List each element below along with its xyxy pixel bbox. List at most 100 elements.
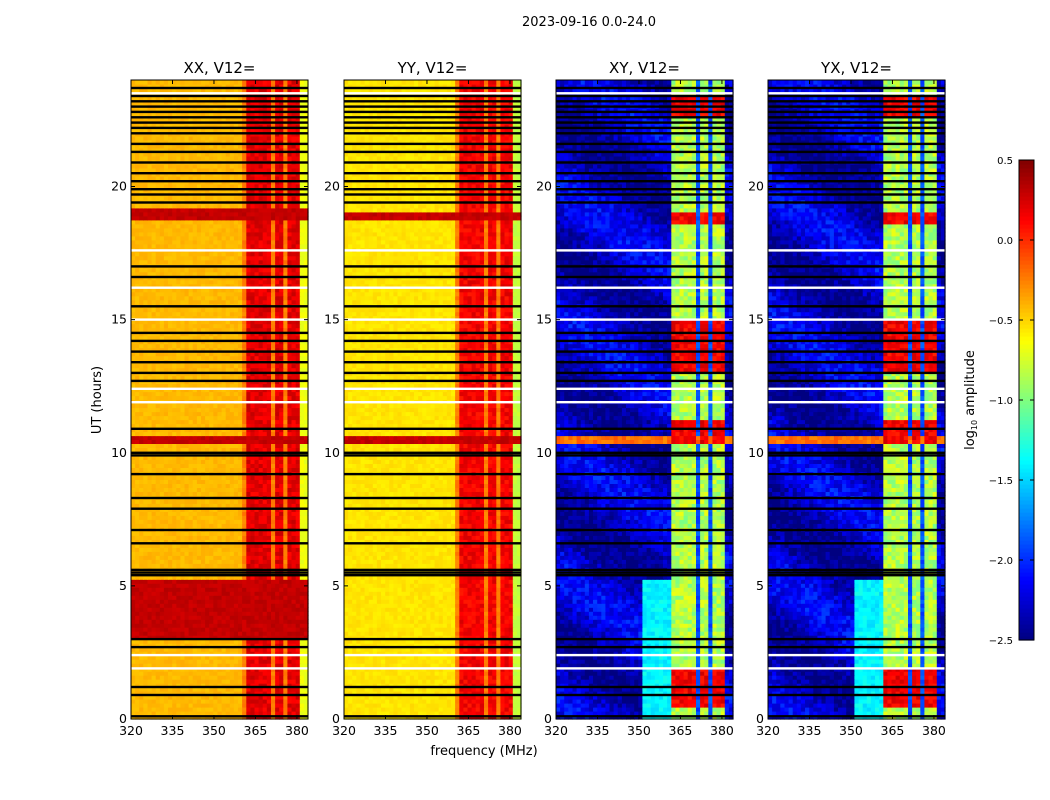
heatmap-cell	[275, 419, 280, 425]
heatmap-cell	[155, 419, 161, 425]
heatmap-cell	[242, 343, 247, 349]
heatmap-cell	[163, 643, 169, 648]
heatmap-cell	[303, 595, 309, 600]
heatmap-cell	[271, 611, 276, 616]
heatmap-cell	[275, 671, 280, 676]
heatmap-cell	[291, 499, 297, 504]
heatmap-cell	[287, 479, 293, 484]
heatmap-cell	[176, 551, 181, 556]
heatmap-cell	[287, 691, 293, 696]
heatmap-cell	[221, 295, 227, 301]
heatmap-cell	[151, 643, 157, 648]
heatmap-cell	[168, 271, 173, 277]
heatmap-cell	[250, 559, 256, 564]
heatmap-cell	[233, 419, 239, 425]
heatmap-cell	[205, 255, 210, 261]
heatmap-cell	[233, 335, 239, 341]
heatmap-cell	[172, 435, 177, 440]
heatmap-cell	[176, 671, 181, 676]
heatmap-cell	[131, 367, 136, 373]
heatmap-cell	[266, 511, 272, 516]
heatmap-cell	[242, 511, 247, 516]
heatmap-cell	[262, 647, 268, 652]
heatmap-cell	[242, 363, 247, 369]
heatmap-cell	[139, 583, 144, 588]
heatmap-cell	[159, 583, 165, 588]
heatmap-cell	[242, 335, 247, 341]
heatmap-cell	[196, 579, 202, 584]
heatmap-cell	[299, 631, 305, 636]
heatmap-cell	[250, 707, 256, 712]
heatmap-cell	[159, 295, 165, 301]
heatmap-cell	[176, 307, 181, 313]
heatmap-cell	[209, 579, 214, 584]
heatmap-cell	[135, 475, 140, 480]
heatmap-cell	[271, 491, 276, 496]
heatmap-cell	[217, 459, 223, 464]
heatmap-cell	[295, 411, 301, 417]
heatmap-cell	[151, 579, 157, 584]
heatmap-cell	[287, 663, 293, 668]
heatmap-cell	[242, 519, 247, 524]
heatmap-cell	[291, 643, 297, 648]
heatmap-cell	[238, 403, 243, 409]
heatmap-cell	[233, 707, 239, 712]
heatmap-cell	[287, 295, 293, 301]
heatmap-cell	[176, 595, 181, 600]
heatmap-cell	[192, 699, 198, 704]
heatmap-cell	[188, 347, 194, 353]
heatmap-cell	[196, 299, 202, 305]
heatmap-cell	[184, 383, 190, 389]
heatmap-cell	[147, 295, 153, 301]
heatmap-cell	[180, 639, 186, 644]
heatmap-cell	[172, 579, 177, 584]
heatmap-cell	[279, 659, 284, 664]
heatmap-cell	[271, 591, 276, 596]
heatmap-cell	[155, 695, 161, 700]
heatmap-cell	[299, 459, 305, 464]
heatmap-cell	[266, 459, 272, 464]
heatmap-cell	[258, 519, 264, 524]
heatmap-cell	[275, 591, 280, 596]
heatmap-cell	[291, 603, 297, 608]
heatmap-cell	[225, 655, 231, 660]
heatmap-cell	[196, 351, 202, 357]
heatmap-cell	[201, 691, 206, 696]
heatmap-cell	[217, 487, 223, 492]
heatmap-cell	[192, 687, 198, 692]
heatmap-cell	[233, 491, 239, 496]
heatmap-cell	[188, 519, 194, 524]
heatmap-cell	[147, 343, 153, 349]
heatmap-cell	[299, 619, 305, 624]
heatmap-cell	[250, 539, 256, 544]
heatmap-cell	[168, 311, 173, 317]
heatmap-cell	[139, 283, 144, 289]
heatmap-cell	[225, 367, 231, 373]
heatmap-cell	[233, 663, 239, 668]
heatmap-cell	[176, 255, 181, 261]
heatmap-cell	[275, 255, 280, 261]
heatmap-cell	[201, 519, 206, 524]
heatmap-cell	[291, 635, 297, 640]
heatmap-cell	[201, 355, 206, 361]
heatmap-cell	[163, 683, 169, 688]
heatmap-cell	[262, 591, 268, 596]
heatmap-cell	[279, 355, 284, 361]
heatmap-cell	[176, 711, 181, 716]
heatmap-cell	[201, 575, 206, 580]
heatmap-cell	[254, 363, 260, 369]
heatmap-cell	[139, 603, 144, 608]
heatmap-cell	[299, 563, 305, 568]
heatmap-cell	[196, 271, 202, 277]
heatmap-cell	[258, 563, 264, 568]
heatmap-cell	[266, 691, 272, 696]
heatmap-cell	[287, 403, 293, 409]
heatmap-cell	[147, 659, 153, 664]
heatmap-cell	[279, 531, 284, 536]
heatmap-cell	[159, 251, 165, 257]
heatmap-cell	[242, 479, 247, 484]
heatmap-cell	[184, 595, 190, 600]
heatmap-cell	[246, 535, 251, 540]
heatmap-cell	[242, 595, 247, 600]
heatmap-cell	[283, 539, 288, 544]
